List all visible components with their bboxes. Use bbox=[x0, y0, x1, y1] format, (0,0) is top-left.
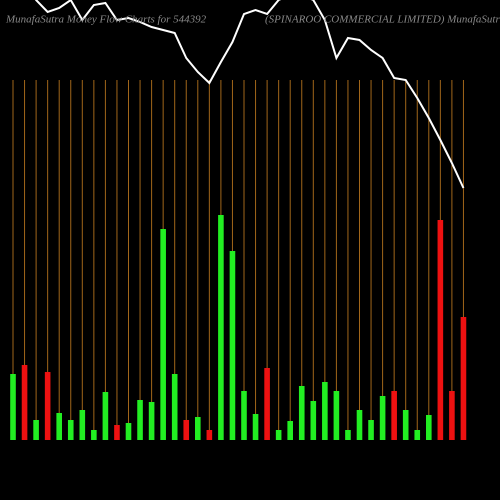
bar bbox=[414, 430, 421, 440]
bar bbox=[402, 410, 409, 440]
bar bbox=[218, 215, 224, 440]
money-flow-line bbox=[34, 0, 465, 189]
bar bbox=[21, 365, 28, 440]
bar bbox=[298, 386, 305, 440]
bar bbox=[345, 430, 351, 440]
bar bbox=[449, 391, 455, 440]
bar bbox=[379, 396, 386, 440]
bar bbox=[206, 430, 213, 440]
chart-title: MunafaSutra Money Flow Charts for 544392 bbox=[5, 14, 207, 26]
chart-subtitle: (SPINAROO COMMERCIAL LIMITED) MunafaSutr… bbox=[265, 14, 500, 26]
bar bbox=[252, 414, 259, 440]
bar bbox=[287, 421, 293, 440]
bar bbox=[56, 413, 62, 440]
bar bbox=[195, 417, 201, 440]
bar bbox=[102, 392, 109, 440]
bar bbox=[437, 220, 444, 440]
bar bbox=[333, 391, 340, 440]
bar bbox=[91, 430, 97, 440]
bar bbox=[229, 251, 236, 440]
bar bbox=[275, 430, 282, 440]
bar bbox=[67, 420, 74, 440]
bar bbox=[44, 372, 51, 440]
bar bbox=[137, 400, 143, 440]
bar bbox=[426, 415, 432, 440]
bar bbox=[160, 229, 166, 440]
bar bbox=[79, 410, 86, 440]
bar bbox=[356, 410, 363, 440]
bar bbox=[310, 401, 317, 440]
plot bbox=[10, 0, 467, 440]
bar bbox=[171, 374, 178, 440]
bar bbox=[148, 402, 155, 440]
bar bbox=[114, 425, 120, 440]
bar bbox=[33, 420, 39, 440]
bar bbox=[264, 368, 270, 440]
bar bbox=[10, 374, 16, 440]
bar bbox=[183, 420, 190, 440]
bar bbox=[368, 420, 374, 440]
bar bbox=[460, 317, 467, 440]
bar bbox=[322, 382, 328, 440]
bar bbox=[125, 423, 132, 440]
bar bbox=[241, 391, 247, 440]
bar bbox=[391, 391, 397, 440]
